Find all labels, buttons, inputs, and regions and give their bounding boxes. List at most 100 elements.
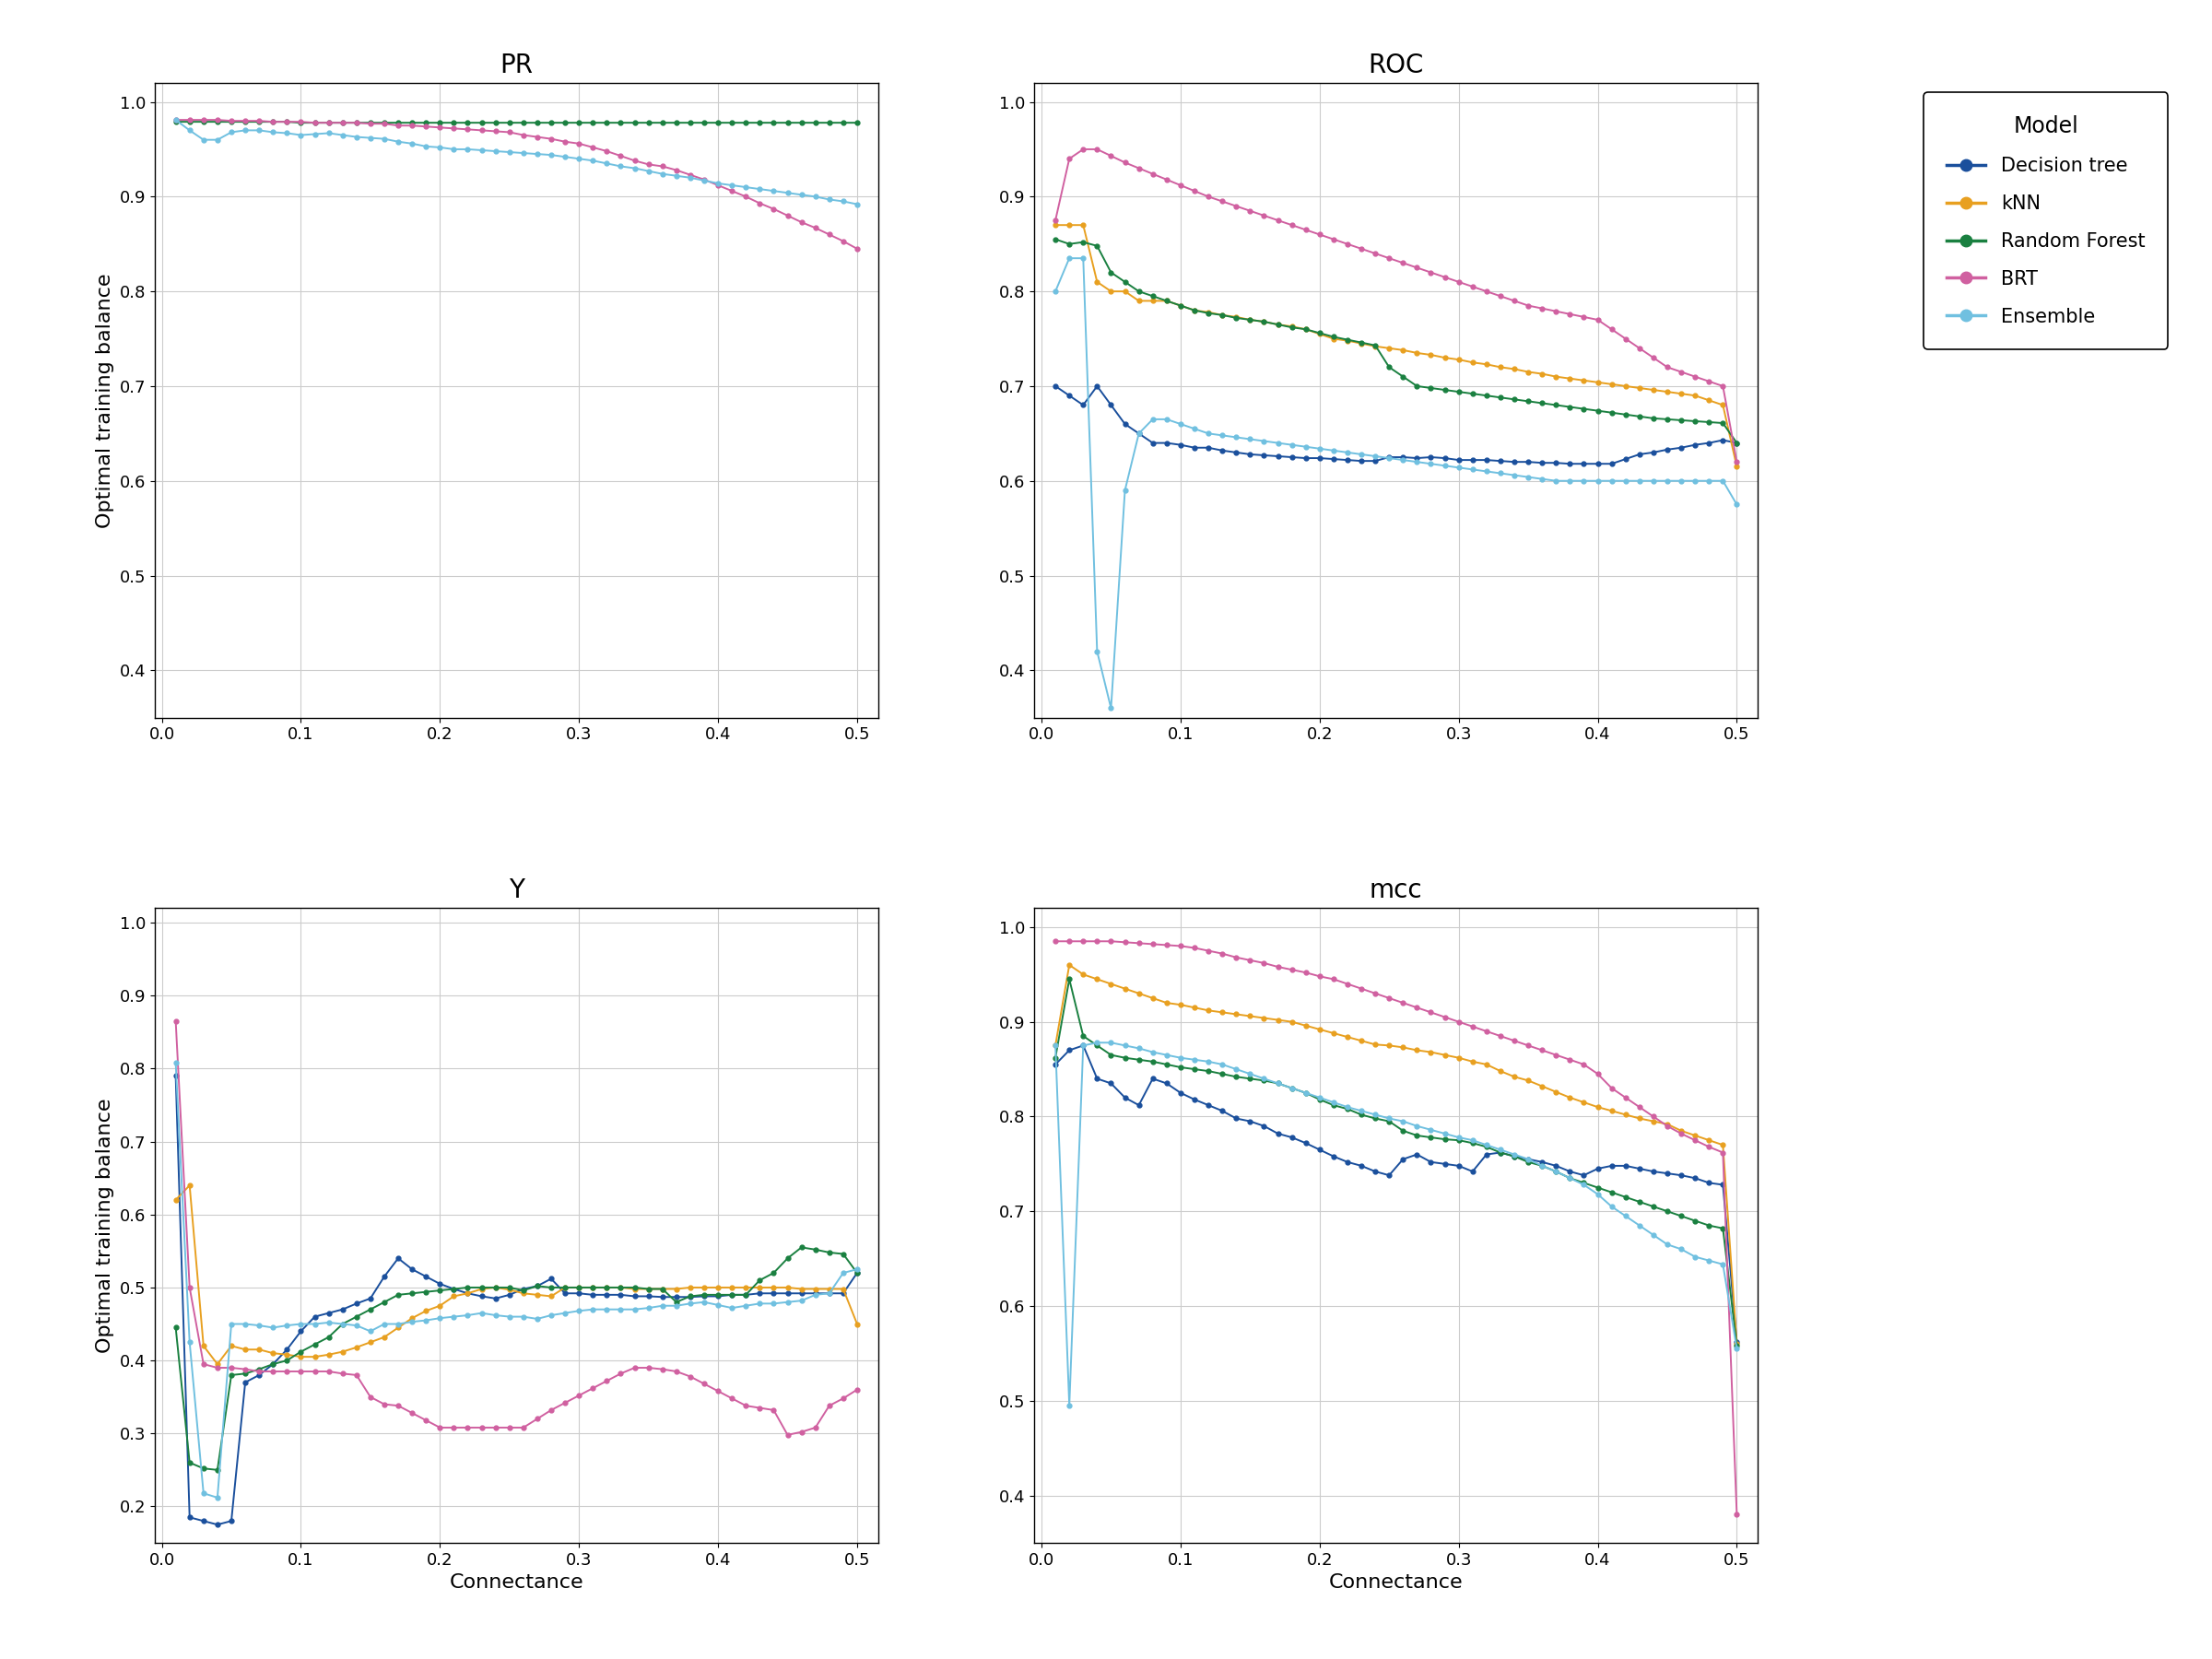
Ensemble bbox=[732, 178, 759, 197]
BRT bbox=[1042, 931, 1068, 951]
kNN bbox=[1473, 355, 1500, 375]
Ensemble bbox=[1237, 430, 1263, 450]
kNN bbox=[1194, 1000, 1221, 1020]
kNN bbox=[1347, 1030, 1374, 1050]
kNN bbox=[440, 1286, 467, 1306]
Random Forest bbox=[580, 1277, 606, 1297]
BRT bbox=[1584, 310, 1610, 330]
kNN bbox=[1152, 290, 1179, 310]
Random Forest bbox=[1460, 1133, 1486, 1153]
Decision tree bbox=[1405, 1145, 1431, 1165]
Ensemble bbox=[1557, 1168, 1584, 1188]
Decision tree bbox=[1444, 450, 1471, 469]
Random Forest bbox=[1626, 1191, 1652, 1211]
Random Forest bbox=[1515, 1151, 1542, 1171]
Decision tree bbox=[1363, 1161, 1389, 1181]
BRT bbox=[1307, 224, 1334, 244]
BRT bbox=[1168, 176, 1194, 196]
Ensemble bbox=[648, 164, 675, 184]
Decision tree bbox=[1584, 1158, 1610, 1178]
Decision tree bbox=[1168, 1083, 1194, 1103]
Ensemble bbox=[1418, 455, 1444, 474]
Decision tree bbox=[1502, 451, 1528, 471]
Decision tree bbox=[1139, 1068, 1166, 1088]
Ensemble bbox=[1181, 1050, 1208, 1070]
Line: Ensemble: Ensemble bbox=[173, 1060, 858, 1500]
Decision tree bbox=[538, 1269, 564, 1289]
BRT bbox=[635, 1357, 661, 1377]
Random Forest bbox=[1152, 1055, 1179, 1075]
Decision tree bbox=[1181, 1090, 1208, 1110]
Random Forest bbox=[1418, 378, 1444, 398]
Ensemble bbox=[398, 134, 425, 154]
BRT bbox=[551, 1394, 577, 1413]
Ensemble bbox=[330, 1314, 356, 1334]
Decision tree bbox=[761, 1284, 787, 1304]
BRT bbox=[1389, 254, 1416, 274]
BRT bbox=[787, 212, 814, 232]
Random Forest bbox=[259, 111, 285, 131]
BRT bbox=[1460, 1017, 1486, 1037]
kNN bbox=[1723, 1334, 1750, 1354]
Random Forest bbox=[608, 113, 635, 133]
Random Forest bbox=[190, 1458, 217, 1478]
Random Forest bbox=[719, 1284, 745, 1304]
Random Forest bbox=[1444, 382, 1471, 401]
Ensemble bbox=[246, 121, 272, 141]
Random Forest bbox=[580, 113, 606, 133]
BRT bbox=[774, 1425, 801, 1445]
BRT bbox=[1710, 377, 1736, 397]
Random Forest bbox=[774, 1248, 801, 1267]
BRT bbox=[1584, 1063, 1610, 1083]
BRT bbox=[1265, 211, 1292, 231]
kNN bbox=[1376, 338, 1402, 358]
Decision tree bbox=[161, 1067, 188, 1087]
Decision tree bbox=[1697, 1173, 1723, 1193]
Ensemble bbox=[1126, 1039, 1152, 1058]
Ensemble bbox=[1486, 1140, 1513, 1160]
Ensemble bbox=[677, 168, 703, 187]
BRT bbox=[1152, 169, 1179, 189]
Decision tree bbox=[219, 1511, 246, 1531]
BRT bbox=[1347, 239, 1374, 259]
Decision tree bbox=[1515, 451, 1542, 471]
Ensemble bbox=[1223, 1058, 1250, 1078]
Decision tree bbox=[1557, 1161, 1584, 1181]
Decision tree bbox=[635, 1286, 661, 1306]
Decision tree bbox=[1418, 1151, 1444, 1171]
kNN bbox=[1347, 333, 1374, 353]
BRT bbox=[1334, 974, 1360, 994]
BRT bbox=[843, 1380, 869, 1400]
BRT bbox=[1723, 451, 1750, 471]
BRT bbox=[1639, 348, 1666, 368]
kNN bbox=[1126, 290, 1152, 310]
Decision tree bbox=[1139, 433, 1166, 453]
BRT bbox=[1250, 206, 1276, 226]
Random Forest bbox=[1557, 1168, 1584, 1188]
Random Forest bbox=[635, 1279, 661, 1299]
BRT bbox=[1655, 357, 1681, 377]
Line: Decision tree: Decision tree bbox=[1053, 1044, 1739, 1344]
Decision tree bbox=[1237, 445, 1263, 465]
Random Forest bbox=[1279, 1078, 1305, 1098]
BRT bbox=[190, 1354, 217, 1374]
BRT bbox=[398, 116, 425, 136]
BRT bbox=[524, 1408, 551, 1428]
Random Forest bbox=[1055, 969, 1082, 989]
Ensemble bbox=[301, 1314, 327, 1334]
Decision tree bbox=[1655, 440, 1681, 460]
Ensemble bbox=[1599, 471, 1626, 491]
Random Forest bbox=[1152, 290, 1179, 310]
Random Forest bbox=[1639, 1196, 1666, 1216]
Random Forest bbox=[1668, 1206, 1694, 1226]
kNN bbox=[1613, 1105, 1639, 1125]
kNN bbox=[1486, 1062, 1513, 1082]
Ensemble bbox=[427, 1309, 453, 1329]
kNN bbox=[1363, 1035, 1389, 1055]
BRT bbox=[622, 1357, 648, 1377]
BRT bbox=[1431, 267, 1458, 287]
BRT bbox=[538, 1400, 564, 1420]
Random Forest bbox=[511, 1281, 538, 1301]
BRT bbox=[719, 1389, 745, 1408]
Ensemble bbox=[1265, 433, 1292, 453]
